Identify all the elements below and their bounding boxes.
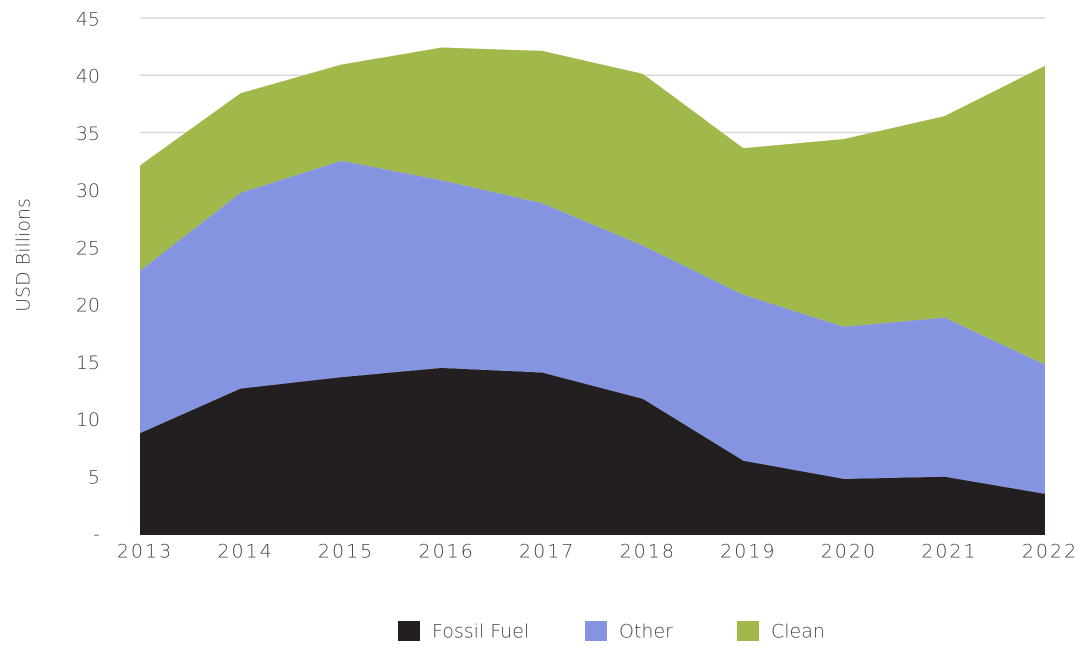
- x-tick-label: 2017: [519, 541, 575, 563]
- y-tick-label: 30: [76, 180, 100, 202]
- x-tick-label: 2019: [720, 541, 776, 563]
- x-tick-label: 2022: [1022, 541, 1078, 563]
- legend-item: Fossil Fuel: [398, 621, 529, 643]
- x-tick-label: 2020: [821, 541, 877, 563]
- x-tick-label: 2021: [921, 541, 977, 563]
- x-tick-label: 2016: [418, 541, 474, 563]
- y-tick-label: 15: [76, 352, 100, 374]
- x-tick-label: 2015: [318, 541, 374, 563]
- legend-item: Other: [585, 621, 673, 643]
- legend-label: Fossil Fuel: [432, 621, 529, 643]
- y-axis-label: USD Billions: [13, 198, 35, 312]
- legend-swatch: [398, 621, 420, 641]
- legend-swatch: [737, 621, 759, 641]
- y-tick-label: 45: [76, 9, 100, 31]
- legend-swatch: [585, 621, 607, 641]
- legend-label: Clean: [771, 621, 825, 643]
- legend-label: Other: [619, 621, 673, 643]
- area: [140, 160, 1045, 494]
- legend-item: Clean: [737, 621, 825, 643]
- y-tick-label: 40: [76, 66, 100, 88]
- y-tick-label: -: [93, 524, 100, 546]
- x-tick-label: 2018: [620, 541, 676, 563]
- y-tick-label: 10: [76, 409, 100, 431]
- area: [140, 47, 1045, 365]
- x-tick-label: 2014: [217, 541, 273, 563]
- y-tick-label: 20: [76, 295, 100, 317]
- area: [140, 367, 1045, 535]
- x-tick-label: 2013: [117, 541, 173, 563]
- y-tick-label: 25: [76, 237, 100, 259]
- y-tick-label: 35: [76, 123, 100, 145]
- y-tick-label: 5: [88, 466, 100, 488]
